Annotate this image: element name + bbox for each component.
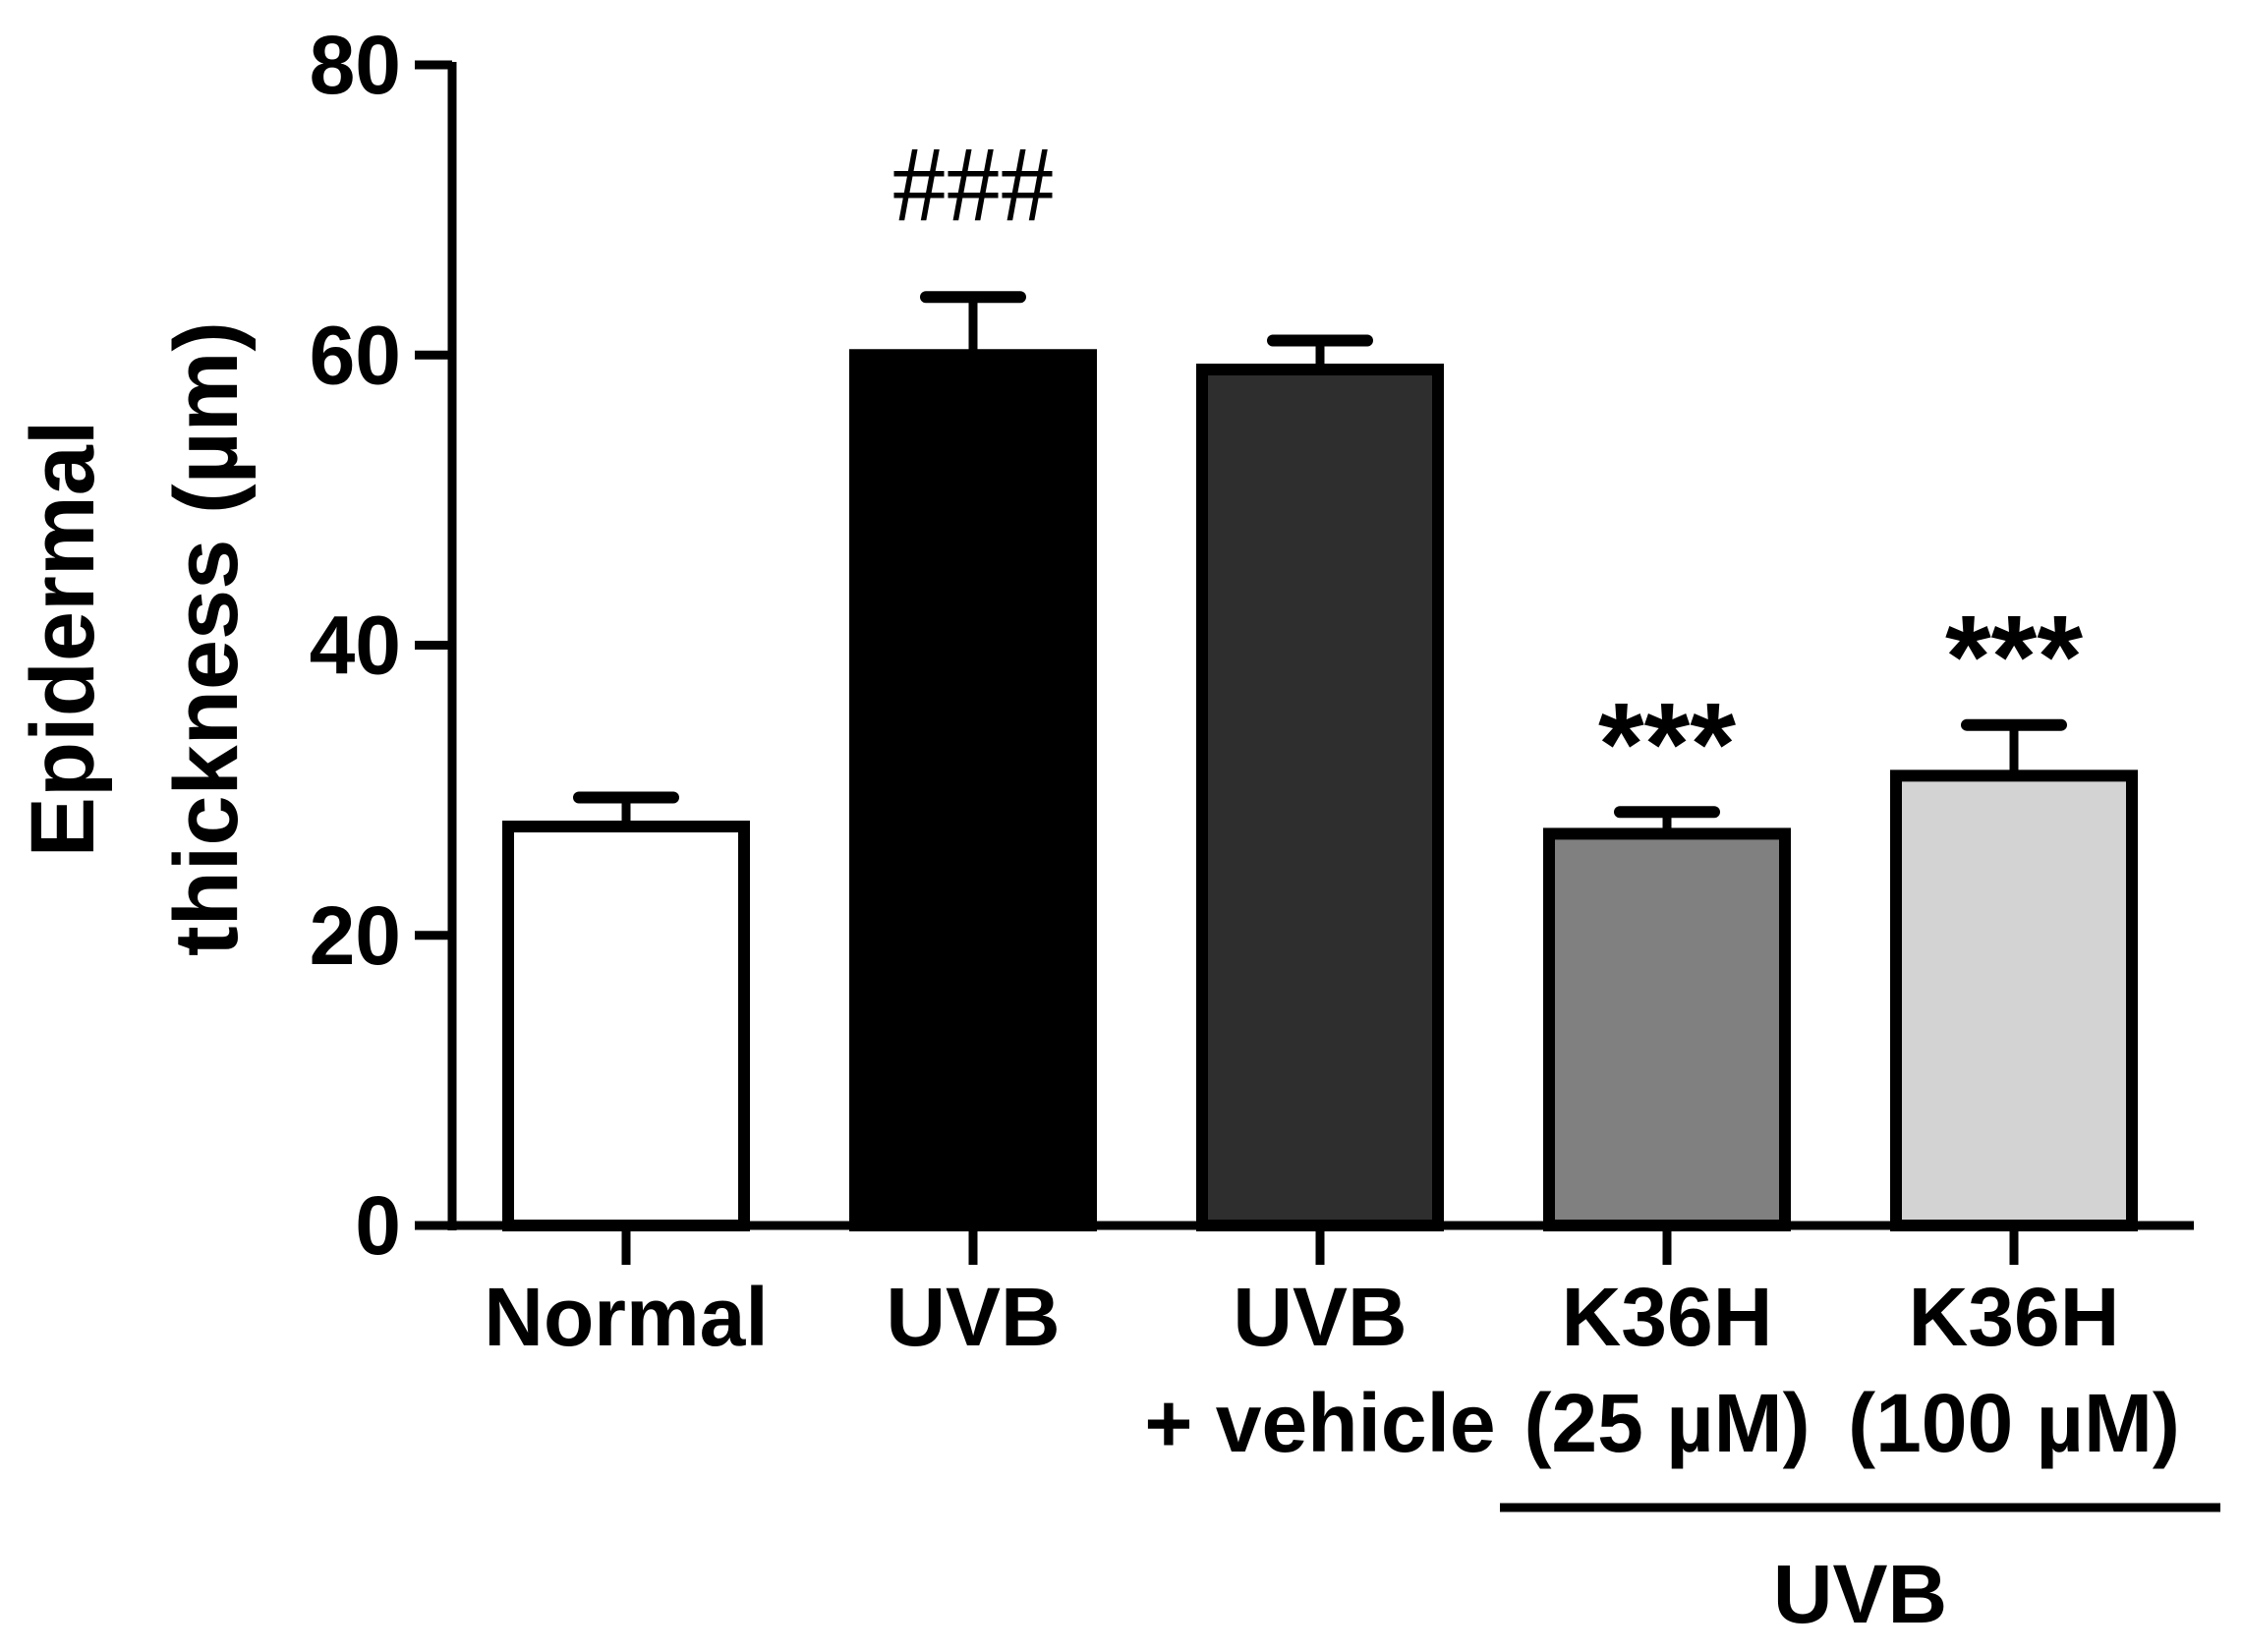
y-axis-title-line-2: thickness (µm)	[156, 321, 257, 956]
category-label-3-line-1: UVB	[1233, 1271, 1407, 1363]
y-axis-title: Epidermal thickness (µm)	[13, 321, 257, 956]
significance-label-5: ***	[1945, 592, 2083, 723]
category-label-5-line-1: K36H	[1909, 1271, 2120, 1363]
significance-label-4: ***	[1598, 678, 1736, 810]
category-label-4-line-1: K36H	[1562, 1271, 1773, 1363]
category-label-1-line-1: Normal	[484, 1271, 768, 1363]
category-label-5-line-2: (100 µM)	[1848, 1377, 2180, 1469]
significance-label-2: ###	[892, 124, 1055, 244]
bar-5	[1890, 769, 2138, 1231]
x-axis	[452, 1221, 2194, 1265]
y-tick-label-0: 0	[355, 1179, 401, 1272]
category-labels: Normal UVB UVB + vehicle K36H (25 µM) K36H (100…	[484, 1271, 2180, 1469]
bars	[502, 291, 2138, 1231]
group-bracket-label: UVB	[1773, 1548, 1947, 1640]
y-axis-title-line-1: Epidermal	[13, 421, 113, 858]
bar-4	[1543, 827, 1791, 1231]
significance-annotations: ### *** ***	[892, 124, 2084, 810]
bar-2	[849, 349, 1097, 1231]
category-label-4-line-2: (25 µM)	[1523, 1377, 1810, 1469]
group-bracket: UVB	[1500, 1503, 2220, 1640]
y-axis: 0 20 40 60 80	[310, 19, 457, 1272]
bar-1	[502, 821, 750, 1231]
category-label-2-line-1: UVB	[886, 1271, 1060, 1363]
y-tick-label-60: 60	[310, 309, 401, 401]
y-tick-label-40: 40	[310, 599, 401, 692]
bar-3	[1196, 364, 1444, 1231]
category-label-3-line-2: + vehicle	[1144, 1377, 1495, 1469]
y-tick-label-20: 20	[310, 889, 401, 982]
y-tick-label-80: 80	[310, 19, 401, 111]
